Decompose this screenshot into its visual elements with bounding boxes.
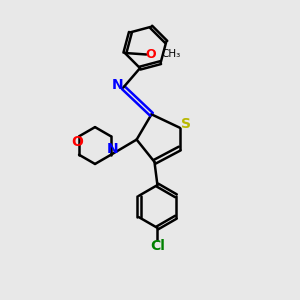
Text: CH₃: CH₃ xyxy=(162,49,181,59)
Text: O: O xyxy=(72,135,83,149)
Text: Cl: Cl xyxy=(150,239,165,253)
Text: O: O xyxy=(146,48,156,61)
Text: N: N xyxy=(106,142,118,156)
Text: S: S xyxy=(181,117,191,131)
Text: N: N xyxy=(112,78,124,92)
